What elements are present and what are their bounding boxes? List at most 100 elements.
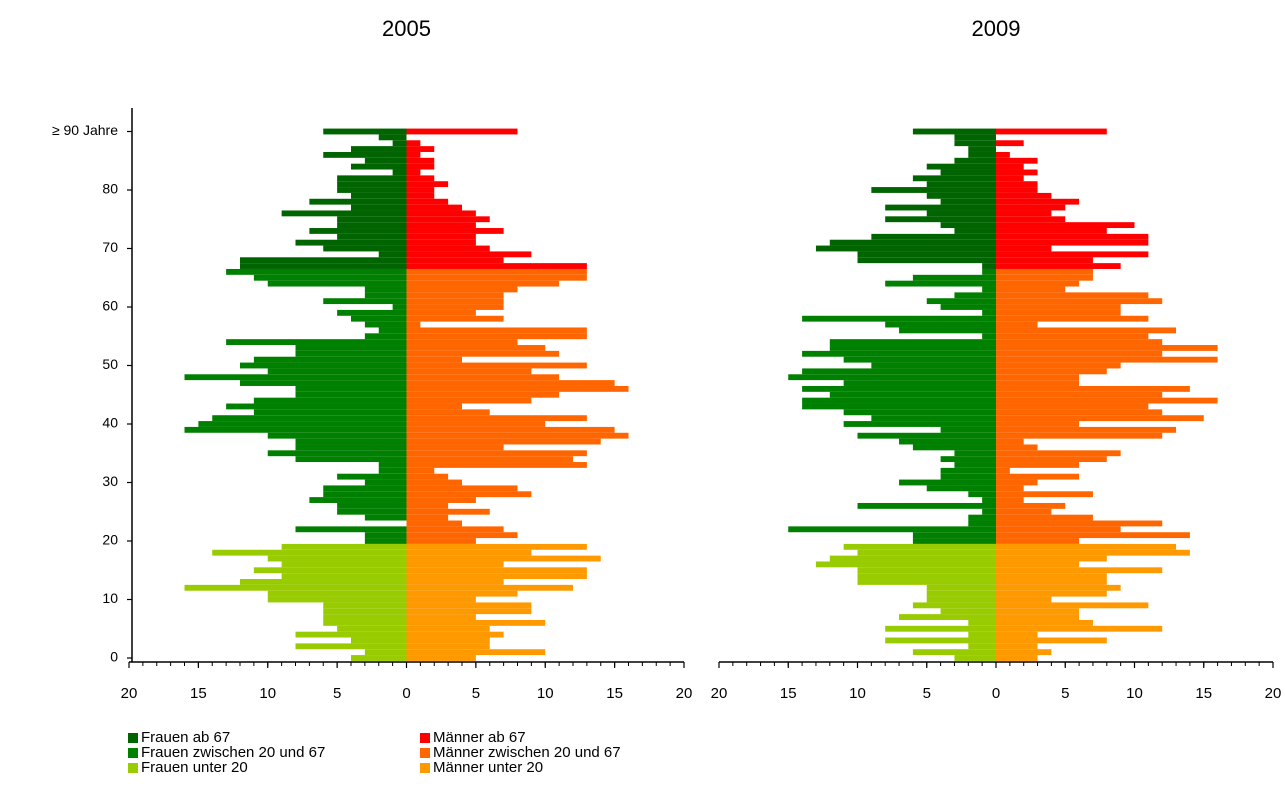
bar bbox=[240, 380, 407, 386]
bar bbox=[406, 637, 490, 644]
bar bbox=[226, 403, 407, 410]
bar bbox=[406, 350, 560, 357]
bar bbox=[406, 426, 615, 433]
bar bbox=[406, 362, 587, 369]
bar bbox=[267, 590, 407, 597]
bar bbox=[871, 415, 996, 422]
bar bbox=[406, 655, 476, 661]
bar bbox=[996, 192, 1052, 199]
bar bbox=[406, 251, 532, 258]
bar bbox=[406, 415, 587, 422]
bar bbox=[392, 169, 407, 176]
bar bbox=[940, 222, 996, 229]
bar bbox=[996, 356, 1218, 363]
bar bbox=[406, 175, 435, 182]
bar bbox=[926, 298, 996, 305]
bar bbox=[309, 198, 407, 205]
bar bbox=[240, 362, 407, 369]
bar bbox=[954, 450, 996, 457]
bar bbox=[295, 350, 407, 357]
bar bbox=[406, 473, 449, 480]
bar bbox=[940, 169, 996, 176]
bar bbox=[295, 239, 407, 246]
bar bbox=[337, 309, 407, 316]
bar bbox=[802, 403, 996, 410]
bar bbox=[912, 274, 996, 281]
bar bbox=[406, 397, 532, 404]
x-tick-label: 5 bbox=[1061, 685, 1069, 702]
legend-swatch bbox=[128, 733, 138, 743]
bar bbox=[406, 555, 601, 562]
bar bbox=[857, 573, 996, 580]
bar bbox=[406, 456, 573, 463]
bar bbox=[996, 350, 1163, 357]
bar bbox=[968, 520, 996, 527]
bar bbox=[226, 339, 407, 346]
bar bbox=[406, 345, 546, 351]
bar bbox=[406, 491, 532, 498]
bar bbox=[337, 181, 407, 188]
bar bbox=[996, 637, 1107, 644]
bar bbox=[996, 508, 1052, 515]
bar bbox=[996, 602, 1149, 609]
bar bbox=[337, 175, 407, 182]
bar bbox=[996, 292, 1149, 299]
bar bbox=[871, 233, 996, 240]
bar bbox=[281, 210, 407, 217]
bar bbox=[406, 432, 629, 439]
y-tick-label: 10 bbox=[102, 590, 118, 606]
bar bbox=[982, 309, 996, 316]
bar bbox=[406, 444, 504, 451]
bar bbox=[406, 298, 504, 305]
bar bbox=[267, 280, 407, 287]
bar bbox=[323, 151, 407, 158]
bar bbox=[788, 374, 996, 381]
bar bbox=[885, 204, 996, 211]
bar bbox=[406, 268, 587, 275]
y-tick-label: 70 bbox=[102, 239, 118, 255]
legend-swatch bbox=[128, 748, 138, 758]
bar bbox=[253, 567, 407, 574]
bar bbox=[337, 502, 407, 509]
bar bbox=[996, 385, 1190, 392]
legend-label: Frauen unter 20 bbox=[141, 759, 248, 776]
bar bbox=[323, 614, 407, 620]
bar bbox=[351, 192, 407, 199]
bar bbox=[378, 462, 407, 468]
bar bbox=[996, 526, 1121, 533]
bar bbox=[378, 251, 407, 258]
bar bbox=[267, 432, 407, 439]
bar bbox=[406, 374, 560, 381]
bar bbox=[996, 128, 1107, 135]
bar bbox=[996, 543, 1177, 550]
bar bbox=[843, 409, 996, 416]
bar bbox=[996, 438, 1024, 445]
bar bbox=[406, 643, 490, 650]
bar bbox=[309, 228, 407, 234]
bar bbox=[406, 573, 587, 580]
bar bbox=[996, 655, 1038, 661]
bar bbox=[899, 327, 996, 334]
legend-swatch bbox=[420, 748, 430, 758]
bar bbox=[996, 274, 1093, 281]
bar bbox=[843, 543, 996, 550]
bar bbox=[406, 304, 504, 310]
bar bbox=[351, 146, 407, 152]
bar bbox=[982, 497, 996, 503]
bar bbox=[406, 368, 532, 375]
bar bbox=[843, 421, 996, 427]
legend-swatch bbox=[420, 733, 430, 743]
x-tick-label: 20 bbox=[1265, 685, 1282, 702]
bar bbox=[996, 391, 1163, 398]
bar bbox=[406, 321, 421, 328]
bar bbox=[996, 631, 1038, 638]
bar bbox=[996, 450, 1121, 457]
bar bbox=[378, 134, 407, 141]
y-tick-label: 80 bbox=[102, 181, 118, 197]
bar bbox=[406, 421, 546, 427]
bar bbox=[351, 163, 407, 170]
bar bbox=[940, 467, 996, 474]
bar bbox=[406, 462, 587, 468]
bar bbox=[996, 345, 1218, 351]
